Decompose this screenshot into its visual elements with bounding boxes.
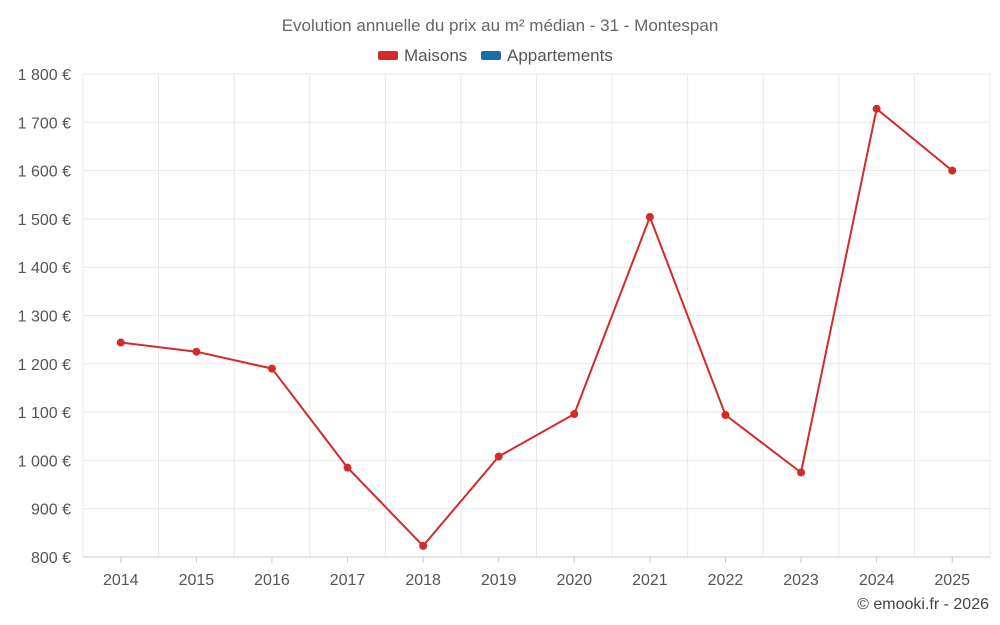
legend-swatch-maisons [378,51,398,60]
x-tick-label: 2018 [405,572,441,589]
data-point-maisons-2016[interactable] [267,364,276,373]
x-tick-label: 2025 [934,572,970,589]
x-tick-label: 2016 [254,572,290,589]
y-tick-label: 1 200 € [18,357,71,374]
x-tick-label: 2023 [783,572,819,589]
chart-title: Evolution annuelle du prix au m² médian … [282,16,719,35]
legend-label-appartements: Appartements [507,46,613,65]
grid [82,73,991,557]
series-line-maisons [120,107,953,547]
y-tick-label: 1 400 € [18,260,71,277]
x-tick-label: 2017 [330,572,366,589]
x-tick-label: 2015 [179,572,215,589]
y-tick-label: 1 500 € [18,212,71,229]
x-tick-label: 2019 [481,572,517,589]
legend-label-maisons: Maisons [404,46,467,65]
x-tick-label: 2014 [103,572,139,589]
data-point-maisons-2022[interactable] [721,410,730,419]
axes: 800 € 900 € 1 000 € 1 100 € 1 200 € 1 300 € 1 … [18,67,990,589]
data-point-maisons-2024[interactable] [872,104,881,113]
series-maisons [116,104,957,550]
x-tick-label: 2024 [859,572,895,589]
data-point-maisons-2019[interactable] [494,452,503,461]
data-point-maisons-2014[interactable] [116,338,125,347]
x-tick-label: 2022 [708,572,744,589]
data-point-maisons-2020[interactable] [570,410,579,419]
x-tick-label: 2020 [556,572,592,589]
legend-item-appartements[interactable]: Appartements [481,46,613,65]
legend-item-maisons[interactable]: Maisons [378,46,467,65]
y-tick-label: 1 700 € [18,115,71,132]
data-point-maisons-2021[interactable] [645,212,654,221]
y-tick-label: 1 800 € [18,67,71,84]
legend-swatch-appartements [481,51,501,60]
data-point-maisons-2017[interactable] [343,463,352,472]
y-tick-label: 1 000 € [18,453,71,470]
data-point-maisons-2025[interactable] [948,166,957,175]
data-point-maisons-2018[interactable] [419,541,428,550]
data-point-maisons-2015[interactable] [192,347,201,356]
y-tick-label: 900 € [31,502,71,519]
data-point-maisons-2023[interactable] [797,468,806,477]
credit-text: © emooki.fr - 2026 [857,596,989,613]
y-tick-label: 1 600 € [18,164,71,181]
x-tick-label: 2021 [632,572,668,589]
y-tick-label: 1 300 € [18,309,71,326]
y-tick-label: 800 € [31,550,71,567]
y-tick-label: 1 100 € [18,405,71,422]
legend: Maisons Appartements [378,46,613,65]
